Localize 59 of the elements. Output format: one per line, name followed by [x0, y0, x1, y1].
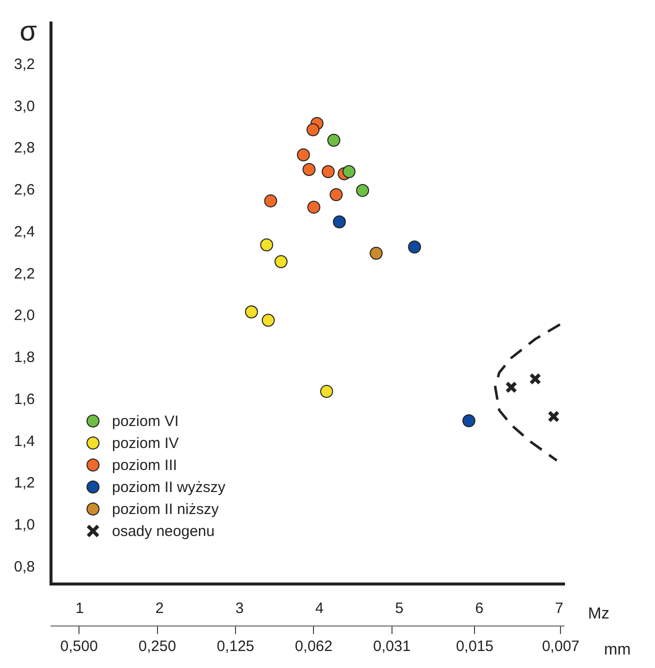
x-tick-label: 6 [475, 600, 484, 618]
x2-tick-label: 0,062 [294, 638, 332, 656]
legend-label: poziom II niższy [112, 500, 219, 518]
point [260, 238, 274, 252]
point [342, 165, 356, 178]
point [548, 410, 560, 423]
x-tick-label: 1 [75, 600, 84, 618]
y-tick-label: 3,2 [14, 56, 35, 74]
x2-tick-label: 0,250 [138, 638, 176, 656]
y-tick-label: 1,6 [14, 390, 35, 408]
line-series [494, 323, 562, 462]
y-tick-label: 1,4 [14, 432, 35, 450]
y-tick-label: 2,0 [14, 307, 35, 324]
point [330, 188, 343, 202]
point [262, 314, 275, 327]
point [306, 123, 320, 136]
legend-label: poziom VI [112, 412, 179, 430]
point [462, 414, 476, 428]
y-tick-label: 2,4 [14, 223, 35, 240]
x-tick-label: 4 [315, 600, 324, 618]
y-tick-label: 1,0 [14, 516, 35, 534]
point [505, 381, 518, 394]
y-tick-label: 1,2 [14, 474, 35, 492]
point [307, 200, 320, 214]
x2-tick-label: 0,125 [216, 638, 254, 656]
x2-tick-label: 0,015 [456, 638, 494, 656]
legend-label: poziom IV [112, 434, 179, 452]
y-tick-label: 2,8 [14, 140, 35, 157]
point [327, 134, 340, 147]
point [244, 305, 258, 318]
x-axis-title: Mz [588, 605, 610, 622]
x2-tick-label: 0,007 [542, 638, 580, 656]
y-tick-label: 2,2 [14, 265, 35, 282]
x-tick-label: 7 [555, 600, 564, 618]
y-tick-label: 0,8 [14, 558, 35, 576]
x2-tick-label: 0,031 [373, 638, 411, 656]
legend-label: osady neogenu [112, 522, 215, 540]
point [356, 184, 370, 197]
legend-label: poziom III [112, 456, 178, 474]
point [320, 384, 334, 398]
point [302, 163, 316, 176]
point [370, 246, 383, 260]
x2-axis-title: mm [604, 641, 631, 658]
x-tick-label: 2 [155, 600, 164, 618]
point [264, 194, 278, 208]
y-tick-label: 1,8 [14, 349, 35, 366]
x-tick-label: 3 [235, 600, 244, 618]
x2-tick-label: 0,500 [60, 638, 98, 656]
point [408, 240, 422, 254]
y-tick-label: 2,6 [14, 182, 35, 199]
point [529, 372, 542, 385]
point [296, 148, 310, 162]
point [332, 215, 346, 228]
point [274, 255, 288, 268]
legend-label: poziom II wyższy [112, 478, 226, 496]
point [322, 165, 335, 178]
y-axis-title: σ [20, 16, 37, 47]
y-tick-label: 3,0 [14, 98, 35, 115]
x-tick-label: 5 [395, 600, 404, 618]
